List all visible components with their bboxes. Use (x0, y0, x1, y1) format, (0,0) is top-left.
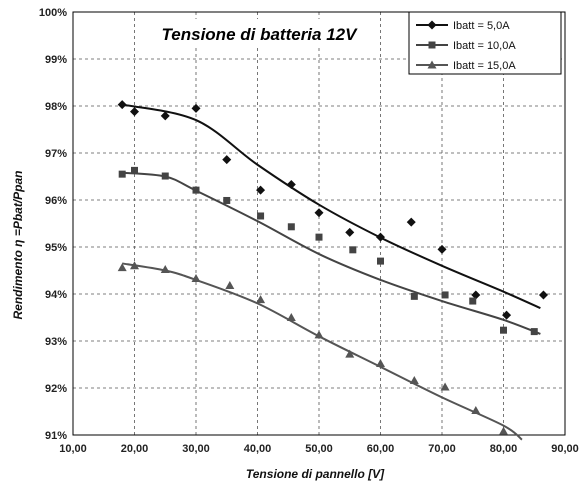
y-axis-ticks: 91% 92% 93% 94% 95% 96% 97% 98% 99% 100% (39, 7, 67, 442)
data-point-series-1 (345, 227, 355, 237)
x-tick-label: 60,00 (367, 443, 395, 455)
y-tick-label: 92% (45, 383, 67, 395)
data-point-series-2 (441, 291, 449, 299)
plot-area-frame (72, 11, 566, 436)
data-point-series-2 (131, 166, 138, 174)
data-point-series-2 (315, 233, 323, 241)
data-point-series-3 (160, 265, 170, 274)
data-point-series-1 (538, 290, 548, 300)
y-tick-label: 94% (45, 289, 67, 301)
trend-line-series-2 (122, 171, 541, 335)
data-point-series-3 (409, 375, 419, 384)
data-point-series-2 (349, 246, 357, 254)
data-point-series-1 (160, 111, 170, 121)
legend-marker (428, 41, 436, 49)
data-point-series-3 (256, 295, 266, 304)
data-point-series-2 (223, 196, 231, 204)
data-point-series-2 (500, 326, 507, 334)
y-tick-label: 91% (45, 430, 67, 442)
data-point-series-3 (225, 281, 235, 290)
data-point-series-1 (117, 100, 127, 110)
data-point-series-1 (256, 185, 266, 195)
legend-marker (427, 60, 437, 69)
x-tick-label: 90,00 (551, 443, 579, 455)
x-tick-label: 70,00 (428, 443, 456, 455)
x-axis-ticks: 10,00 20,00 30,00 40,00 50,00 60,00 70,00 80,00… (59, 443, 579, 455)
data-point-series-2 (257, 212, 265, 220)
x-tick-label: 10,00 (59, 443, 87, 455)
data-point-series-3 (286, 313, 296, 321)
data-point-series-3 (191, 273, 201, 282)
data-point-series-2 (287, 223, 295, 231)
y-tick-label: 95% (45, 242, 67, 254)
data-point-series-3 (471, 406, 481, 415)
x-tick-label: 50,00 (305, 443, 333, 455)
data-point-series-3 (117, 263, 127, 272)
data-point-series-3 (130, 261, 139, 270)
x-tick-label: 30,00 (182, 443, 210, 455)
x-axis-title: Tensione di pannello [V] (246, 467, 385, 481)
data-markers (117, 100, 548, 435)
trend-line-series-1 (121, 103, 541, 310)
data-point-series-1 (130, 107, 139, 117)
y-tick-label: 97% (45, 148, 67, 160)
data-point-series-2 (469, 297, 477, 305)
legend: Ibatt = 5,0A Ibatt = 10,0A Ibatt = 15,0A (408, 11, 562, 75)
x-tick-label: 80,00 (490, 443, 518, 455)
data-point-series-3 (499, 426, 508, 435)
x-tick-label: 40,00 (244, 443, 272, 455)
data-point-series-3 (440, 382, 450, 391)
data-point-series-2 (192, 186, 200, 194)
y-tick-label: 93% (45, 336, 67, 348)
legend-label: Ibatt = 10,0A (453, 40, 516, 52)
y-tick-label: 99% (45, 54, 67, 66)
data-point-series-2 (410, 292, 418, 300)
data-point-series-1 (471, 290, 481, 300)
data-point-series-1 (376, 232, 385, 242)
data-point-series-1 (502, 310, 512, 320)
legend-label: Ibatt = 5,0A (453, 20, 510, 32)
data-point-series-1 (406, 217, 416, 227)
legend-marker (427, 20, 437, 30)
legend-label: Ibatt = 15,0A (453, 60, 516, 72)
chart-title: Tensione di batteria 12V (162, 25, 359, 44)
data-point-series-2 (530, 328, 538, 336)
data-point-series-2 (377, 257, 384, 265)
data-point-series-3 (376, 359, 385, 368)
gridlines (73, 12, 565, 435)
x-tick-label: 20,00 (121, 443, 149, 455)
y-tick-label: 96% (45, 195, 67, 207)
data-point-series-1 (222, 155, 232, 165)
data-point-series-1 (191, 103, 201, 113)
y-tick-label: 100% (39, 7, 67, 19)
data-point-series-1 (314, 208, 324, 218)
y-tick-label: 98% (45, 101, 67, 113)
data-point-series-1 (437, 244, 447, 254)
y-axis-title: Rendimento η =Pbat/Ppan (11, 170, 25, 319)
data-point-series-2 (118, 170, 126, 178)
data-point-series-2 (161, 172, 169, 180)
data-point-series-3 (314, 330, 324, 339)
data-point-series-1 (286, 179, 296, 189)
data-point-series-3 (345, 349, 355, 358)
chart-title-box: Tensione di batteria 12V (142, 19, 376, 47)
